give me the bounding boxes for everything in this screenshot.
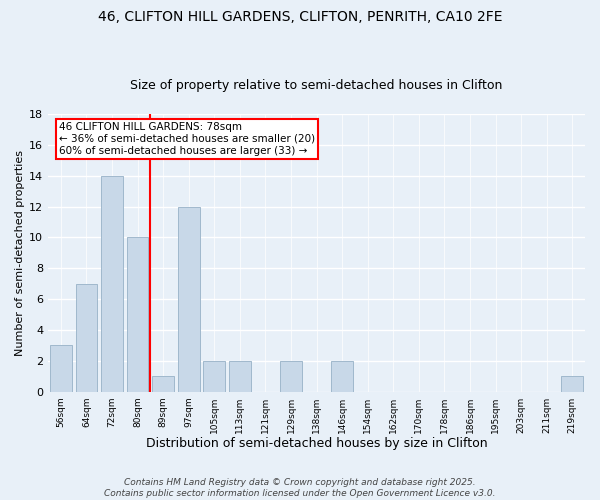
Bar: [152, 376, 174, 392]
Text: Contains HM Land Registry data © Crown copyright and database right 2025.
Contai: Contains HM Land Registry data © Crown c…: [104, 478, 496, 498]
Bar: [101, 176, 123, 392]
Bar: [280, 361, 302, 392]
Bar: [50, 346, 72, 392]
Bar: [178, 206, 200, 392]
Y-axis label: Number of semi-detached properties: Number of semi-detached properties: [15, 150, 25, 356]
Bar: [203, 361, 225, 392]
Bar: [76, 284, 97, 392]
Text: 46, CLIFTON HILL GARDENS, CLIFTON, PENRITH, CA10 2FE: 46, CLIFTON HILL GARDENS, CLIFTON, PENRI…: [98, 10, 502, 24]
Text: 46 CLIFTON HILL GARDENS: 78sqm
← 36% of semi-detached houses are smaller (20)
60: 46 CLIFTON HILL GARDENS: 78sqm ← 36% of …: [59, 122, 315, 156]
Bar: [562, 376, 583, 392]
X-axis label: Distribution of semi-detached houses by size in Clifton: Distribution of semi-detached houses by …: [146, 437, 487, 450]
Title: Size of property relative to semi-detached houses in Clifton: Size of property relative to semi-detach…: [130, 79, 503, 92]
Bar: [331, 361, 353, 392]
Bar: [127, 238, 148, 392]
Bar: [229, 361, 251, 392]
